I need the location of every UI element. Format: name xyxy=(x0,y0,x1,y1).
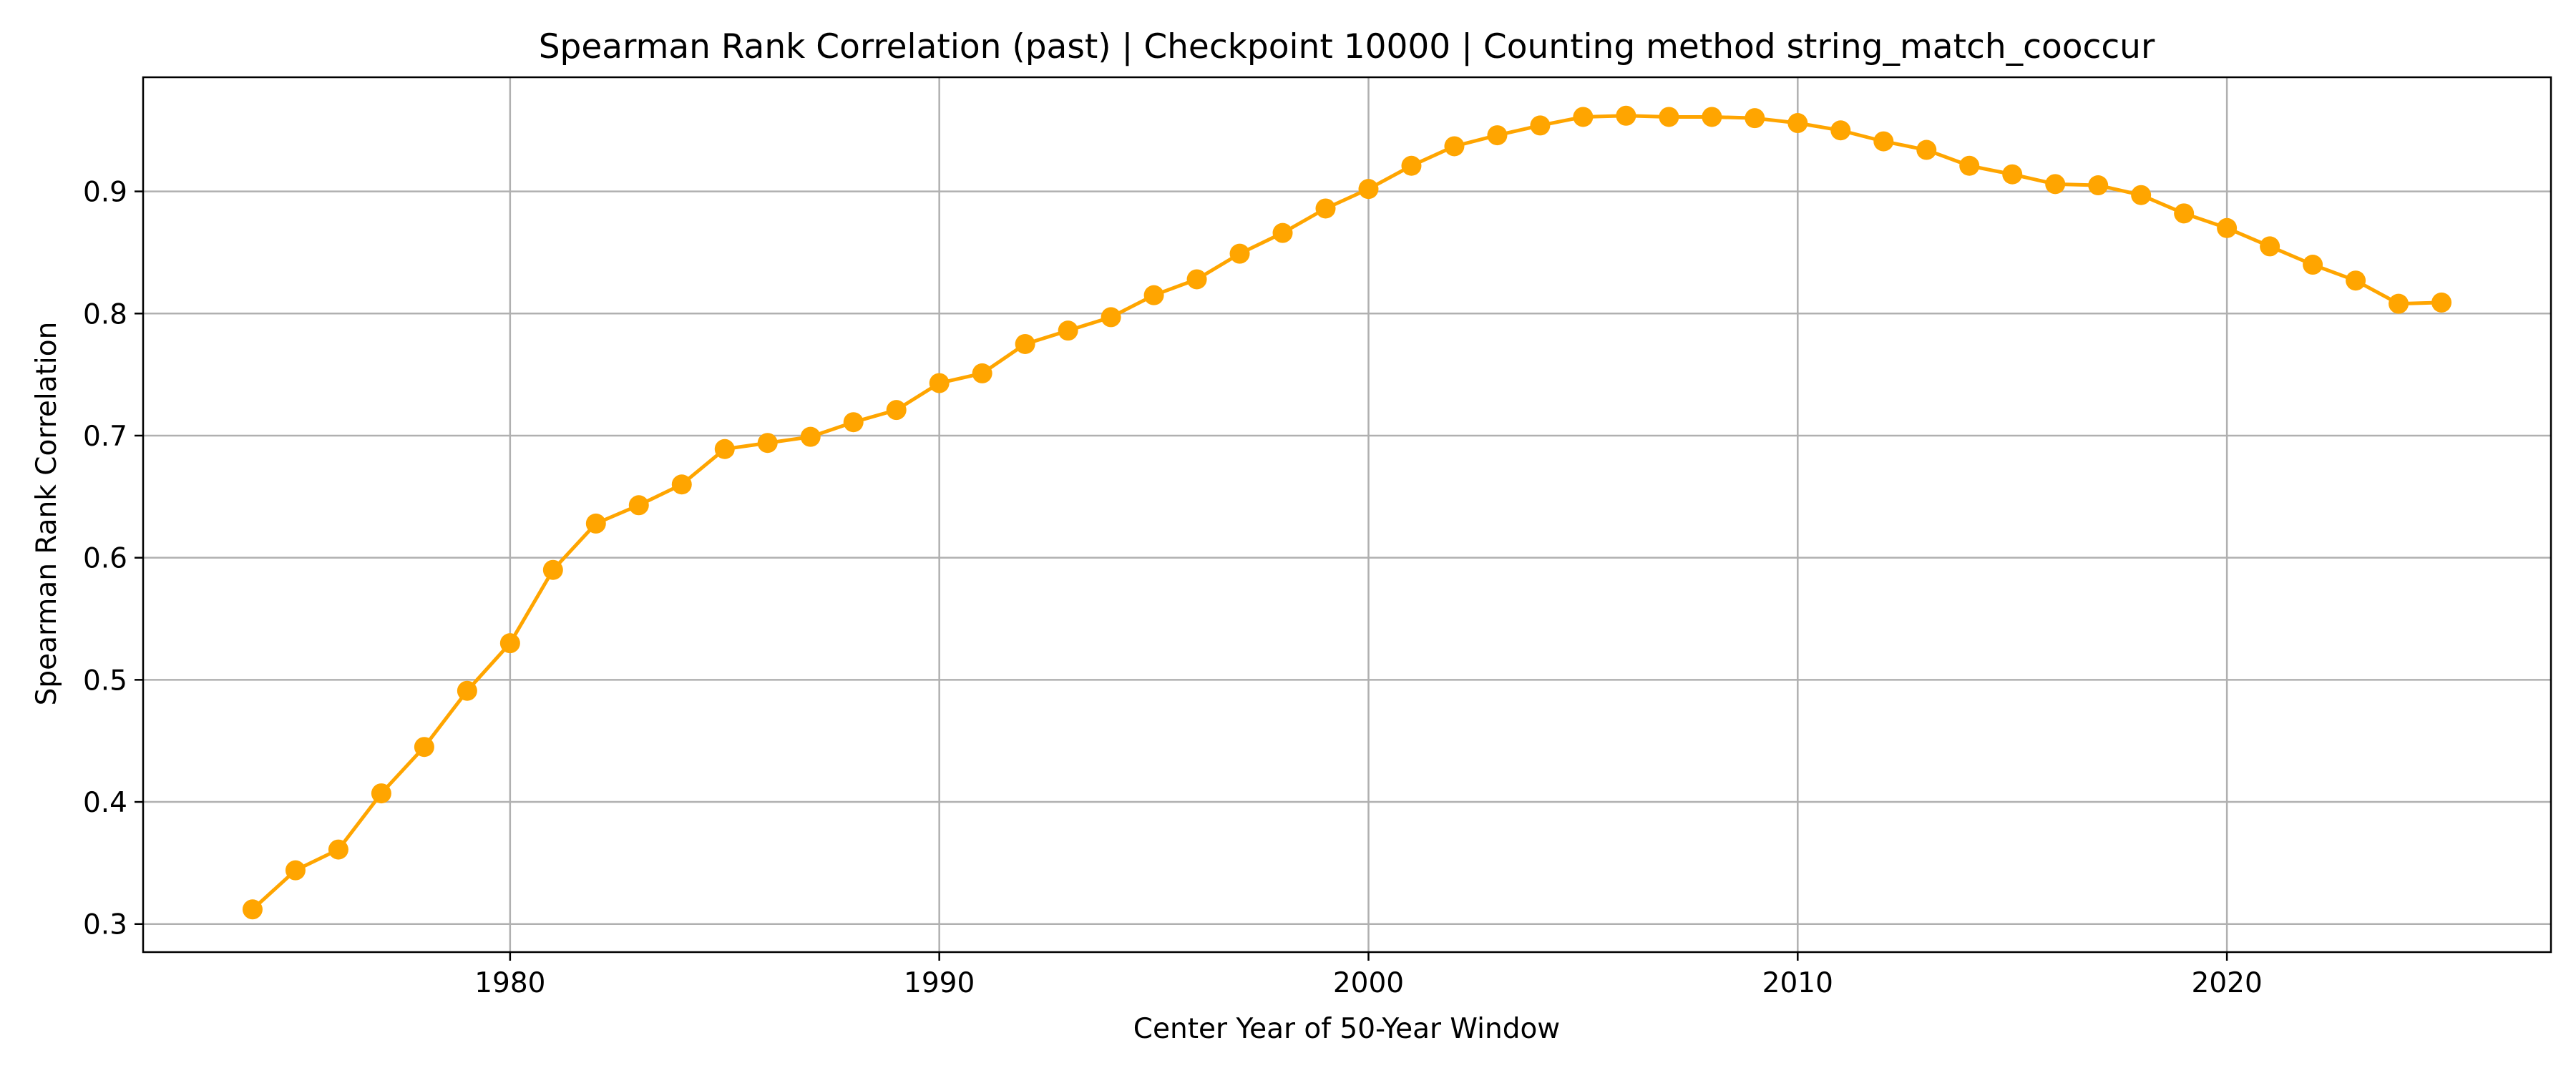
data-point-1990 xyxy=(929,373,950,393)
data-point-2019 xyxy=(2174,203,2195,224)
data-point-2013 xyxy=(1916,139,1937,160)
data-point-2009 xyxy=(1745,108,1765,129)
data-point-1992 xyxy=(1015,333,1035,354)
x-axis-ticks: 1980 1990 2000 2010 2020 xyxy=(474,952,2263,999)
data-point-2006 xyxy=(1616,105,1636,126)
y-tick-label: 0.6 xyxy=(83,543,127,575)
data-point-1977 xyxy=(371,783,391,804)
data-point-1983 xyxy=(628,495,649,516)
y-tick-label: 0.9 xyxy=(83,177,127,209)
x-tick-label: 2020 xyxy=(2192,967,2263,999)
data-point-2003 xyxy=(1487,125,1508,146)
data-point-2014 xyxy=(1959,155,1980,176)
y-axis-label: Spearman Rank Correlation xyxy=(31,322,63,706)
x-tick-label: 2000 xyxy=(1333,967,1404,999)
data-point-1993 xyxy=(1058,320,1078,341)
data-point-2007 xyxy=(1659,107,1679,127)
data-point-1979 xyxy=(457,680,477,701)
series-line xyxy=(250,114,2444,911)
data-point-2015 xyxy=(2002,164,2023,185)
x-tick-label: 1990 xyxy=(904,967,975,999)
y-tick-label: 0.7 xyxy=(83,421,127,453)
data-point-1991 xyxy=(972,363,992,383)
data-point-2020 xyxy=(2217,217,2238,238)
data-point-2002 xyxy=(1444,136,1465,157)
data-point-2000 xyxy=(1358,179,1379,200)
y-tick-label: 0.3 xyxy=(83,909,127,941)
data-point-2022 xyxy=(2303,255,2323,275)
y-tick-label: 0.8 xyxy=(83,298,127,330)
data-point-2024 xyxy=(2389,293,2409,314)
data-point-2017 xyxy=(2088,175,2109,196)
data-point-2023 xyxy=(2346,270,2366,291)
data-point-1994 xyxy=(1101,307,1121,328)
data-point-2010 xyxy=(1787,113,1808,134)
data-point-1996 xyxy=(1186,269,1207,290)
data-point-1999 xyxy=(1315,198,1336,219)
data-point-1998 xyxy=(1272,222,1293,243)
x-tick-label: 2010 xyxy=(1762,967,1833,999)
data-point-1984 xyxy=(671,474,692,495)
data-point-1989 xyxy=(886,400,907,421)
data-point-1975 xyxy=(285,860,306,881)
grid-lines xyxy=(143,77,2551,952)
data-point-1988 xyxy=(843,412,864,433)
x-axis-label: Center Year of 50-Year Window xyxy=(1133,1013,1560,1045)
data-point-2016 xyxy=(2045,174,2066,195)
data-markers xyxy=(242,105,2452,920)
x-tick-label: 1980 xyxy=(474,967,545,999)
data-point-2025 xyxy=(2431,292,2452,313)
data-point-1980 xyxy=(499,633,520,654)
data-point-1976 xyxy=(328,839,348,860)
data-point-1974 xyxy=(242,899,263,920)
data-point-2005 xyxy=(1573,107,1594,127)
data-point-1985 xyxy=(714,438,735,459)
data-point-1978 xyxy=(414,737,434,758)
plot-frame xyxy=(142,76,2552,954)
data-point-2011 xyxy=(1830,120,1851,141)
data-point-1987 xyxy=(800,426,821,447)
data-point-1997 xyxy=(1229,243,1250,264)
y-tick-label: 0.4 xyxy=(83,787,127,819)
data-point-2001 xyxy=(1401,155,1422,176)
data-point-1981 xyxy=(542,559,563,580)
y-axis-ticks: 0.3 0.4 0.5 0.6 0.7 0.8 0.9 xyxy=(83,177,143,941)
chart-title: Spearman Rank Correlation (past) | Check… xyxy=(539,27,2155,67)
data-point-2021 xyxy=(2260,236,2280,257)
data-point-2012 xyxy=(1873,131,1894,152)
data-point-1995 xyxy=(1143,285,1164,305)
y-tick-label: 0.5 xyxy=(83,665,127,697)
data-point-2018 xyxy=(2131,185,2152,205)
data-point-1986 xyxy=(757,433,778,454)
data-point-2004 xyxy=(1530,115,1551,136)
data-point-2008 xyxy=(1702,107,1722,127)
data-point-1982 xyxy=(585,513,606,534)
